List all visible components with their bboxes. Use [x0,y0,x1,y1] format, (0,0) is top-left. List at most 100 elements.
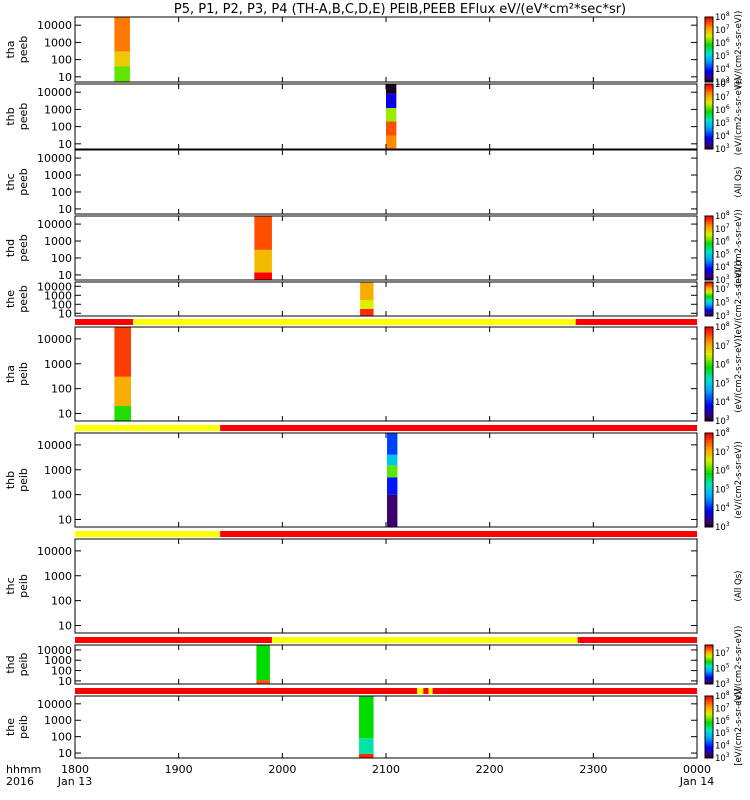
colorbar-cell [705,276,713,279]
colorbar-cell [705,345,713,349]
colorbar-exponent: 5 [726,727,730,734]
colorbar-cell [705,62,713,65]
colorbar-cell [705,95,713,98]
flux-band [254,272,272,280]
panel-ylabel-probe: thc [4,577,17,594]
flux-band [360,299,374,309]
colorbar-cell [705,302,713,304]
colorbar-cell [705,404,713,408]
flux-band [386,93,397,109]
colorbar-cell [705,736,713,739]
colorbar-frame [704,432,714,528]
colorbar-cell [705,139,713,142]
colorbar-cell [705,219,713,222]
colorbar-cell [705,113,713,116]
colorbar-cell [705,309,713,311]
panel-ylabel-instrument: peeb [17,285,30,313]
y-tick-label: 100 [51,252,72,265]
colorbar-cell [705,392,713,396]
colorbar-cell [705,442,713,446]
colorbar-exponent: 4 [726,63,730,70]
flux-band [114,406,131,421]
colorbar-cell [705,705,713,708]
colorbar-cell [705,285,713,287]
colorbar-cell [705,49,713,52]
colorbar-cell [705,745,713,748]
colorbar-exponent: 4 [726,502,730,509]
colorbar-cell [705,727,713,730]
colorbar-cell [705,334,713,337]
colorbar-cell [705,307,713,309]
colorbar-cell [705,751,713,754]
colorbar-cell [705,343,713,347]
panel-thd-peeb: 10100100010000thdpeeb103104105106107108(… [4,209,744,287]
colorbar-cell [705,656,713,659]
colorbar-exponent: 8 [726,690,730,697]
colorbar-tick-label: 108 [715,78,730,90]
colorbar-cell [705,711,713,714]
y-tick-label: 10000 [37,333,72,346]
colorbar-cell [705,21,713,24]
colorbar-label: (eV/(cm2-s-sr-eV)) [734,441,744,519]
colorbar-exponent: 5 [726,117,730,124]
flux-band [386,108,397,122]
colorbar-cell [705,645,713,648]
colorbar-cell [705,284,713,286]
panel-ylabel: thepeeb [4,285,30,313]
colorbar-tick-label: 104 [715,63,730,75]
colorbar-cell [705,26,713,29]
colorbar-cell [705,129,713,132]
colorbar-cell [705,657,713,660]
colorbar-tick-label: 104 [715,740,730,752]
colorbar-cell [705,116,713,119]
colorbar-cell [705,390,713,394]
colorbar-cell [705,655,713,658]
colorbar-cell [705,308,713,310]
colorbar-cell [705,397,713,401]
colorbar-tick-label: 105 [715,483,730,495]
colorbar-cell [705,39,713,42]
colorbar-cell [705,700,713,703]
colorbar-cell [705,121,713,124]
colorbar-cell [705,458,713,462]
flux-band [256,645,270,681]
panel-ylabel-probe: thd [4,239,17,257]
colorbar-frame [704,16,714,83]
panel-frame [74,16,698,83]
colorbar-frame [704,281,714,317]
colorbar-cell [705,92,713,95]
colorbar-cell [705,740,713,743]
colorbar-cell [705,680,713,682]
colorbar-cell [705,36,713,39]
colorbar-cell [705,647,713,650]
colorbar-exponent: 3 [726,76,730,83]
colorbar-cell [705,142,713,145]
colorbar-cell [705,249,713,252]
y-tick-label: 10 [58,269,72,282]
colorbar-cell [705,114,713,117]
colorbar-cell [705,413,713,417]
colorbar-exponent: 6 [726,359,730,366]
colorbar-cell [705,723,713,726]
colorbar-cell [705,69,713,72]
colorbar-cell [705,230,713,233]
flux-band [254,216,272,250]
colorbar-tick-label: 103 [715,143,730,155]
colorbar-cell [705,145,713,148]
colorbar-cell [705,75,713,78]
colorbar-cell [705,501,713,504]
colorbar-cell [705,28,713,31]
colorbar-exponent: 6 [726,236,730,243]
colorbar-cell [705,72,713,75]
flux-band [114,17,130,52]
flux-band [386,135,397,149]
y-tick-label: 1000 [44,36,72,49]
colorbar-exponent: 3 [726,143,730,150]
spectrogram-block [360,282,374,316]
colorbar-cell [705,244,713,247]
colorbar-cell [705,702,713,705]
panel-frame [74,538,698,634]
y-tick-label: 100 [51,54,72,67]
y-tick-label: 10 [58,307,72,320]
